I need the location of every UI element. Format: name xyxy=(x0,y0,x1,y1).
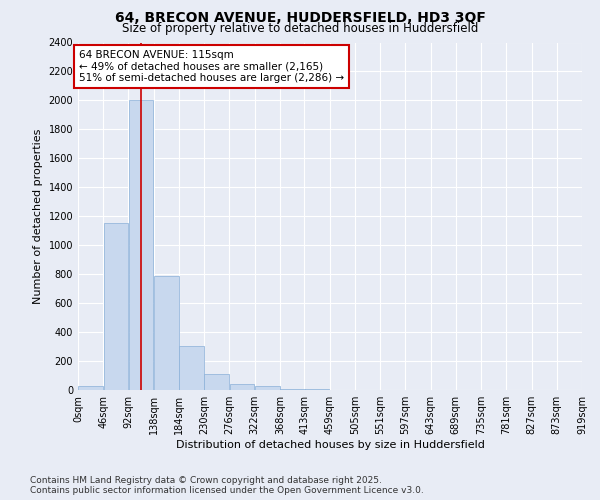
Bar xyxy=(179,346,204,390)
Text: 64 BRECON AVENUE: 115sqm
← 49% of detached houses are smaller (2,165)
51% of sem: 64 BRECON AVENUE: 115sqm ← 49% of detach… xyxy=(79,50,344,83)
X-axis label: Distribution of detached houses by size in Huddersfield: Distribution of detached houses by size … xyxy=(176,440,484,450)
Bar xyxy=(154,276,179,390)
Text: Contains HM Land Registry data © Crown copyright and database right 2025.
Contai: Contains HM Land Registry data © Crown c… xyxy=(30,476,424,495)
Bar xyxy=(104,224,128,390)
Bar xyxy=(280,388,305,390)
Text: Size of property relative to detached houses in Huddersfield: Size of property relative to detached ho… xyxy=(122,22,478,35)
Text: 64, BRECON AVENUE, HUDDERSFIELD, HD3 3QF: 64, BRECON AVENUE, HUDDERSFIELD, HD3 3QF xyxy=(115,11,485,25)
Bar xyxy=(205,374,229,390)
Bar xyxy=(78,386,103,390)
Y-axis label: Number of detached properties: Number of detached properties xyxy=(33,128,43,304)
Bar xyxy=(129,100,154,390)
Bar xyxy=(255,386,280,390)
Bar xyxy=(230,384,254,390)
